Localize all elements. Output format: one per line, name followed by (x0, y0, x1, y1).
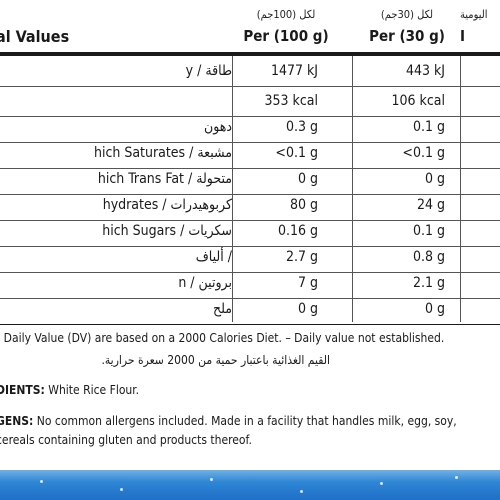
ingredients-line: DIENTS: White Rice Flour. (0, 383, 139, 397)
row-value-30g: <0.1 g (402, 145, 445, 161)
table-row-carbohydrates: hydrates / كربوهيدرات 80 g 24 g (0, 191, 500, 221)
row-label: دهون (203, 119, 232, 135)
row-value-30g: 106 kcal (391, 93, 445, 109)
allergens-line: GENS: No common allergens included. Made… (0, 414, 457, 428)
decorative-dot (455, 476, 458, 479)
daily-value-footnote-arabic: القيم الغذائية باعتبار حمية من 2000 سعرة… (101, 353, 330, 367)
column-divider-2 (352, 56, 353, 322)
col1-arabic-label: لكل (100جم) (256, 8, 316, 21)
row-label: ملح (212, 301, 232, 317)
row-label: n / بروتين (178, 275, 232, 291)
col2-label: Per (30 g) (369, 27, 445, 45)
allergens-label: GENS: (0, 414, 34, 428)
row-value-100g: 80 g (289, 197, 318, 213)
row-value-30g: 24 g (416, 197, 445, 213)
allergens-text: No common allergens included. Made in a … (33, 414, 457, 428)
table-title: al Values (0, 27, 70, 46)
row-label: hich Trans Fat / متحولة (97, 171, 232, 187)
row-value-30g: 0 g (424, 171, 445, 187)
ingredients-label: DIENTS: (0, 383, 45, 397)
row-label: hich Sugars / سكريات (102, 223, 232, 239)
col3-label: I (460, 27, 466, 45)
table-row-trans-fat: hich Trans Fat / متحولة 0 g 0 g (0, 165, 500, 195)
row-label: hydrates / كربوهيدرات (102, 197, 232, 213)
row-value-30g: 0.8 g (412, 249, 445, 265)
col2-arabic-label: لكل (30جم) (380, 8, 434, 21)
row-value-100g: <0.1 g (275, 145, 318, 161)
table-row-energy-kj: y / طاقة 1477 kJ 443 kJ (0, 57, 500, 87)
table-header: al Values لكل (100جم) Per (100 g) لكل (3… (0, 0, 500, 52)
packaging-blue-band (0, 470, 500, 500)
row-label: ألياف / (195, 249, 232, 265)
header-divider (0, 52, 500, 56)
table-row-saturates: hich Saturates / مشبعة <0.1 g <0.1 g (0, 139, 500, 169)
row-value-30g: 443 kJ (405, 63, 445, 79)
column-divider-3 (460, 56, 461, 322)
row-value-30g: 0.1 g (412, 119, 445, 135)
column-divider-1 (232, 56, 233, 322)
row-value-100g: 0 g (297, 301, 318, 317)
table-row-protein: n / بروتين 7 g 2.1 g (0, 269, 500, 299)
table-row-energy-kcal: 353 kcal 106 kcal (0, 87, 500, 117)
decorative-dot (210, 478, 213, 481)
row-value-100g: 0 g (297, 171, 318, 187)
table-row-salt: ملح 0 g 0 g (0, 295, 500, 325)
row-value-30g: 0 g (424, 301, 445, 317)
table-row-fibre: ألياف / 2.7 g 0.8 g (0, 243, 500, 273)
row-label: y / طاقة (185, 63, 232, 79)
row-value-100g: 0.3 g (285, 119, 318, 135)
decorative-dot (300, 490, 303, 493)
decorative-dot (120, 488, 123, 491)
row-label: hich Saturates / مشبعة (93, 145, 232, 161)
table-row-sugars: hich Sugars / سكريات 0.16 g 0.1 g (0, 217, 500, 247)
decorative-dot (380, 482, 383, 485)
row-value-100g: 1477 kJ (270, 63, 318, 79)
row-value-100g: 0.16 g (277, 223, 318, 239)
row-value-30g: 0.1 g (412, 223, 445, 239)
ingredients-text: White Rice Flour. (44, 383, 140, 397)
allergens-line-2: cereals containing gluten and products t… (0, 433, 252, 447)
row-value-100g: 2.7 g (285, 249, 318, 265)
decorative-dot (40, 480, 43, 483)
row-value-100g: 7 g (297, 275, 318, 291)
daily-value-footnote: t Daily Value (DV) are based on a 2000 C… (0, 331, 445, 345)
table-row-fat: دهون 0.3 g 0.1 g (0, 113, 500, 143)
nutrition-panel: al Values لكل (100جم) Per (100 g) لكل (3… (0, 0, 500, 447)
col1-label: Per (100 g) (243, 27, 329, 45)
col3-arabic-label: اليومية (460, 8, 488, 21)
row-value-30g: 2.1 g (412, 275, 445, 291)
row-value-100g: 353 kcal (264, 93, 318, 109)
